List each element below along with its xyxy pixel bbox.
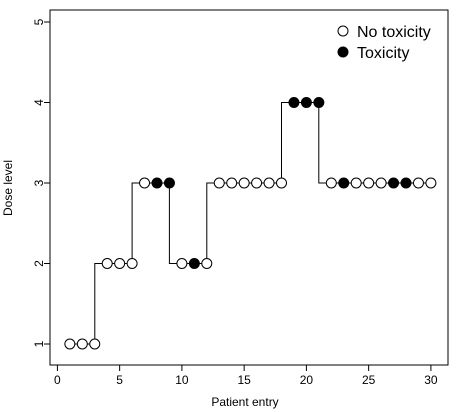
no-toxicity-point xyxy=(238,177,250,189)
no-toxicity-point xyxy=(226,177,238,189)
no-toxicity-point xyxy=(139,177,151,189)
no-toxicity-point xyxy=(425,177,437,189)
no-toxicity-point xyxy=(363,177,375,189)
no-toxicity-point xyxy=(126,258,138,269)
data-points xyxy=(64,97,437,350)
y-tick-label: 3 xyxy=(32,179,46,186)
no-toxicity-point xyxy=(101,258,113,269)
legend-filled-circle-icon xyxy=(337,46,349,58)
no-toxicity-point xyxy=(176,258,188,269)
toxicity-point xyxy=(151,177,163,189)
legend-label-no-toxicity: No toxicity xyxy=(357,24,431,41)
x-tick-label: 5 xyxy=(116,373,123,387)
x-tick-label: 25 xyxy=(362,373,376,387)
toxicity-point xyxy=(313,97,325,108)
plot-frame xyxy=(49,9,449,366)
toxicity-point xyxy=(400,177,412,189)
no-toxicity-point xyxy=(64,338,76,350)
no-toxicity-point xyxy=(251,177,263,189)
no-toxicity-point xyxy=(412,177,424,189)
y-axis: 1 2 3 4 5 xyxy=(32,18,50,347)
toxicity-point xyxy=(388,177,400,189)
no-toxicity-point xyxy=(213,177,225,189)
x-axis-label: Patient entry xyxy=(211,395,278,409)
legend-open-circle-icon xyxy=(337,25,349,37)
y-tick-label: 2 xyxy=(32,260,46,267)
no-toxicity-point xyxy=(276,177,287,189)
no-toxicity-point xyxy=(89,338,101,350)
legend-label-toxicity: Toxicity xyxy=(357,45,409,62)
x-tick-label: 30 xyxy=(424,373,438,387)
no-toxicity-point xyxy=(263,177,275,189)
no-toxicity-point xyxy=(325,177,337,189)
x-tick-label: 20 xyxy=(300,373,314,387)
no-toxicity-point xyxy=(114,258,126,269)
y-axis-label: Dose level xyxy=(1,160,15,216)
y-tick-label: 1 xyxy=(32,340,46,347)
x-tick-label: 0 xyxy=(54,373,61,387)
no-toxicity-point xyxy=(350,177,362,189)
x-axis: 0 5 10 15 20 25 30 xyxy=(54,365,438,387)
dose-step-line xyxy=(69,102,431,345)
toxicity-point xyxy=(338,177,350,189)
toxicity-point xyxy=(188,258,200,269)
no-toxicity-point xyxy=(201,258,213,269)
toxicity-point xyxy=(300,97,312,108)
no-toxicity-point xyxy=(76,338,88,350)
x-tick-label: 15 xyxy=(237,373,251,387)
y-tick-label: 4 xyxy=(32,99,46,106)
legend: No toxicity Toxicity xyxy=(337,24,431,62)
toxicity-point xyxy=(163,177,175,189)
toxicity-point xyxy=(288,97,300,108)
x-tick-label: 10 xyxy=(175,373,189,387)
y-tick-label: 5 xyxy=(32,18,46,25)
no-toxicity-point xyxy=(375,177,387,189)
